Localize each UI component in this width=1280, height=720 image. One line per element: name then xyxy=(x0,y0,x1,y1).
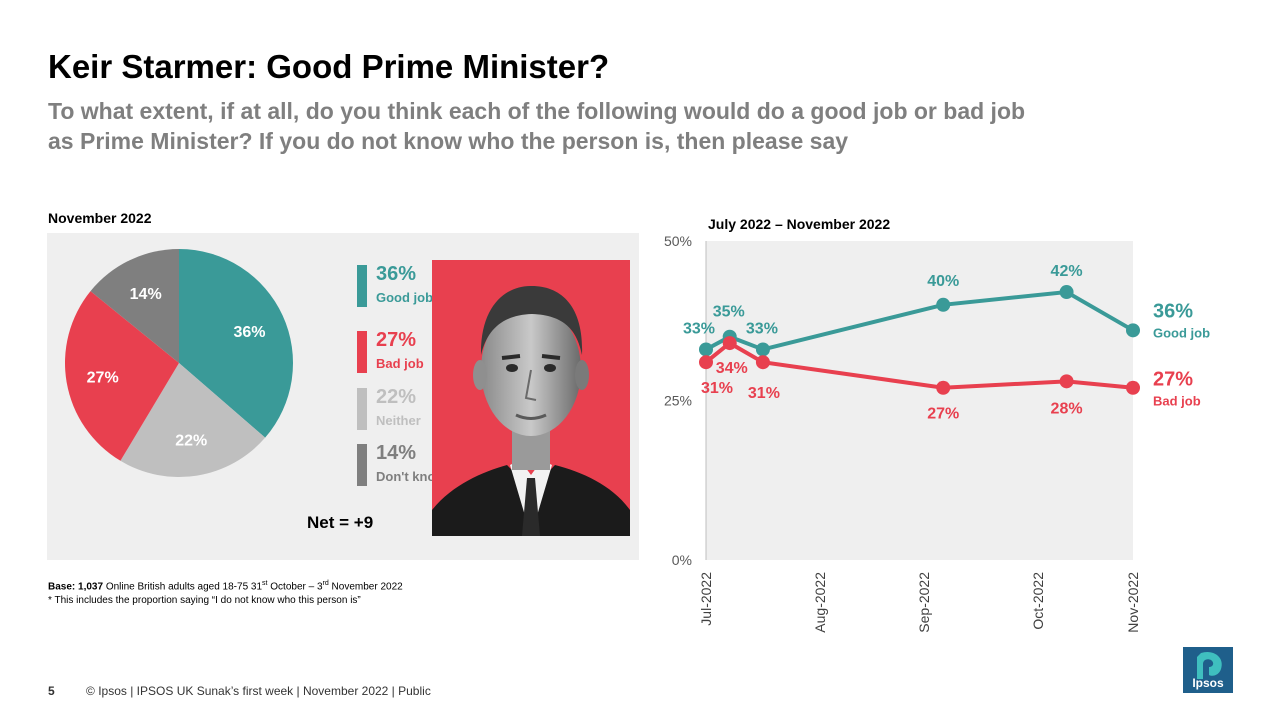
ipsos-logo-mark xyxy=(1197,651,1222,679)
legend-bad-pct: 27% xyxy=(376,329,417,351)
net-score: Net = +9 xyxy=(307,513,374,532)
base-sup-1: st xyxy=(262,580,268,587)
data-point-good-job xyxy=(755,342,770,357)
legend-good-swatch xyxy=(357,265,367,307)
data-point-good-job xyxy=(699,342,713,357)
ipsos-logo-text: Ipsos xyxy=(1192,676,1224,690)
x-tick-label: Jul-2022 xyxy=(698,572,714,626)
base-bold: Base: 1,037 xyxy=(48,581,104,593)
legend-dontknow-pct: 14% xyxy=(376,442,417,464)
data-label-good-job: 33% xyxy=(746,320,778,337)
base-note: Base: 1,037 Online British adults aged 1… xyxy=(48,577,403,608)
data-label-bad-job: 27% xyxy=(927,406,959,423)
y-tick-label: 50% xyxy=(664,233,692,249)
footnote: * This includes the proportion saying “I… xyxy=(48,595,361,607)
slide-subtitle: To what extent, if at all, do you think … xyxy=(48,98,1026,154)
x-tick-label: Sep-2022 xyxy=(916,572,932,633)
data-label-good-job: 42% xyxy=(1051,263,1083,280)
x-tick-label: Oct-2022 xyxy=(1030,572,1046,630)
data-point-good-job xyxy=(1059,285,1074,300)
legend-good-pct: 36% xyxy=(376,263,417,285)
data-point-bad-job xyxy=(699,355,713,370)
data-label-bad-job: 31% xyxy=(701,380,733,397)
pie-label-don-t-know: 14% xyxy=(130,286,162,303)
data-point-good-job xyxy=(1126,323,1140,338)
ipsos-logo: Ipsos xyxy=(1183,647,1233,693)
base-text-2: October – 3 xyxy=(267,581,323,593)
legend-neither-swatch xyxy=(357,388,367,430)
end-label-good-pct: 36% xyxy=(1153,300,1193,322)
data-point-good-job xyxy=(936,297,951,312)
pie-slice-bad-job xyxy=(65,291,179,461)
data-label-bad-job: 34% xyxy=(716,360,748,377)
data-point-bad-job xyxy=(755,355,770,370)
data-label-good-job: 40% xyxy=(927,273,959,290)
footer-text: © Ipsos | IPSOS UK Sunak’s first week | … xyxy=(86,684,431,698)
end-label-bad-text: Bad job xyxy=(1153,394,1201,409)
y-tick-label: 0% xyxy=(672,552,692,568)
pie-label-bad-job: 27% xyxy=(87,369,119,386)
x-tick-label: Aug-2022 xyxy=(812,572,828,633)
portrait-illustration xyxy=(432,285,630,536)
pie-label-good-job: 36% xyxy=(233,324,265,341)
data-label-bad-job: 28% xyxy=(1051,400,1083,417)
pie-slice-don-t-know xyxy=(90,249,179,363)
data-point-bad-job xyxy=(1126,380,1140,395)
portrait-photo xyxy=(432,260,630,536)
data-label-good-job: 35% xyxy=(713,304,745,321)
base-line: Base: 1,037 Online British adults aged 1… xyxy=(48,577,403,594)
base-text-3: November 2022 xyxy=(328,581,403,593)
end-label-bad-pct: 27% xyxy=(1153,369,1193,391)
pie-slice-good-job xyxy=(179,249,293,438)
legend-neither-pct: 22% xyxy=(376,386,417,408)
legend-good-label: Good job xyxy=(376,290,434,305)
end-label-good-text: Good job xyxy=(1153,325,1210,340)
data-point-bad-job xyxy=(1059,374,1074,389)
pie-slice-neither xyxy=(120,363,266,477)
data-point-bad-job xyxy=(722,336,737,351)
data-label-bad-job: 31% xyxy=(748,385,780,402)
base-sup-2: rd xyxy=(322,580,329,587)
pie-period-label: November 2022 xyxy=(48,210,152,226)
base-text-1: Online British adults aged 18-75 31 xyxy=(103,581,263,593)
legend-dontknow-swatch xyxy=(357,444,367,486)
slide-title: Keir Starmer: Good Prime Minister? xyxy=(48,48,610,85)
pie-label-neither: 22% xyxy=(175,433,207,450)
data-point-bad-job xyxy=(936,380,951,395)
data-label-good-job: 33% xyxy=(683,320,715,337)
legend-bad-swatch xyxy=(357,331,367,373)
pie-panel: 36% 22% 27% 14% 36% Good job 27% Bad job 22… xyxy=(47,233,639,560)
footer: 5 © Ipsos | IPSOS UK Sunak’s first week … xyxy=(48,684,431,698)
legend-bad-label: Bad job xyxy=(376,356,424,371)
legend-dontknow-label: Don't know* xyxy=(376,469,451,484)
x-tick-label: Nov-2022 xyxy=(1125,572,1141,633)
y-tick-label: 25% xyxy=(664,393,692,409)
line-chart: 0% 25% 50% Jul-2022 Aug-2022 Sep-2022 Oct-2022… xyxy=(664,233,1210,633)
page-number: 5 xyxy=(48,684,55,698)
pie-chart: 36% 22% 27% 14% xyxy=(65,249,293,477)
line-period-label: July 2022 – November 2022 xyxy=(708,216,891,232)
legend-neither-label: Neither xyxy=(376,413,421,428)
